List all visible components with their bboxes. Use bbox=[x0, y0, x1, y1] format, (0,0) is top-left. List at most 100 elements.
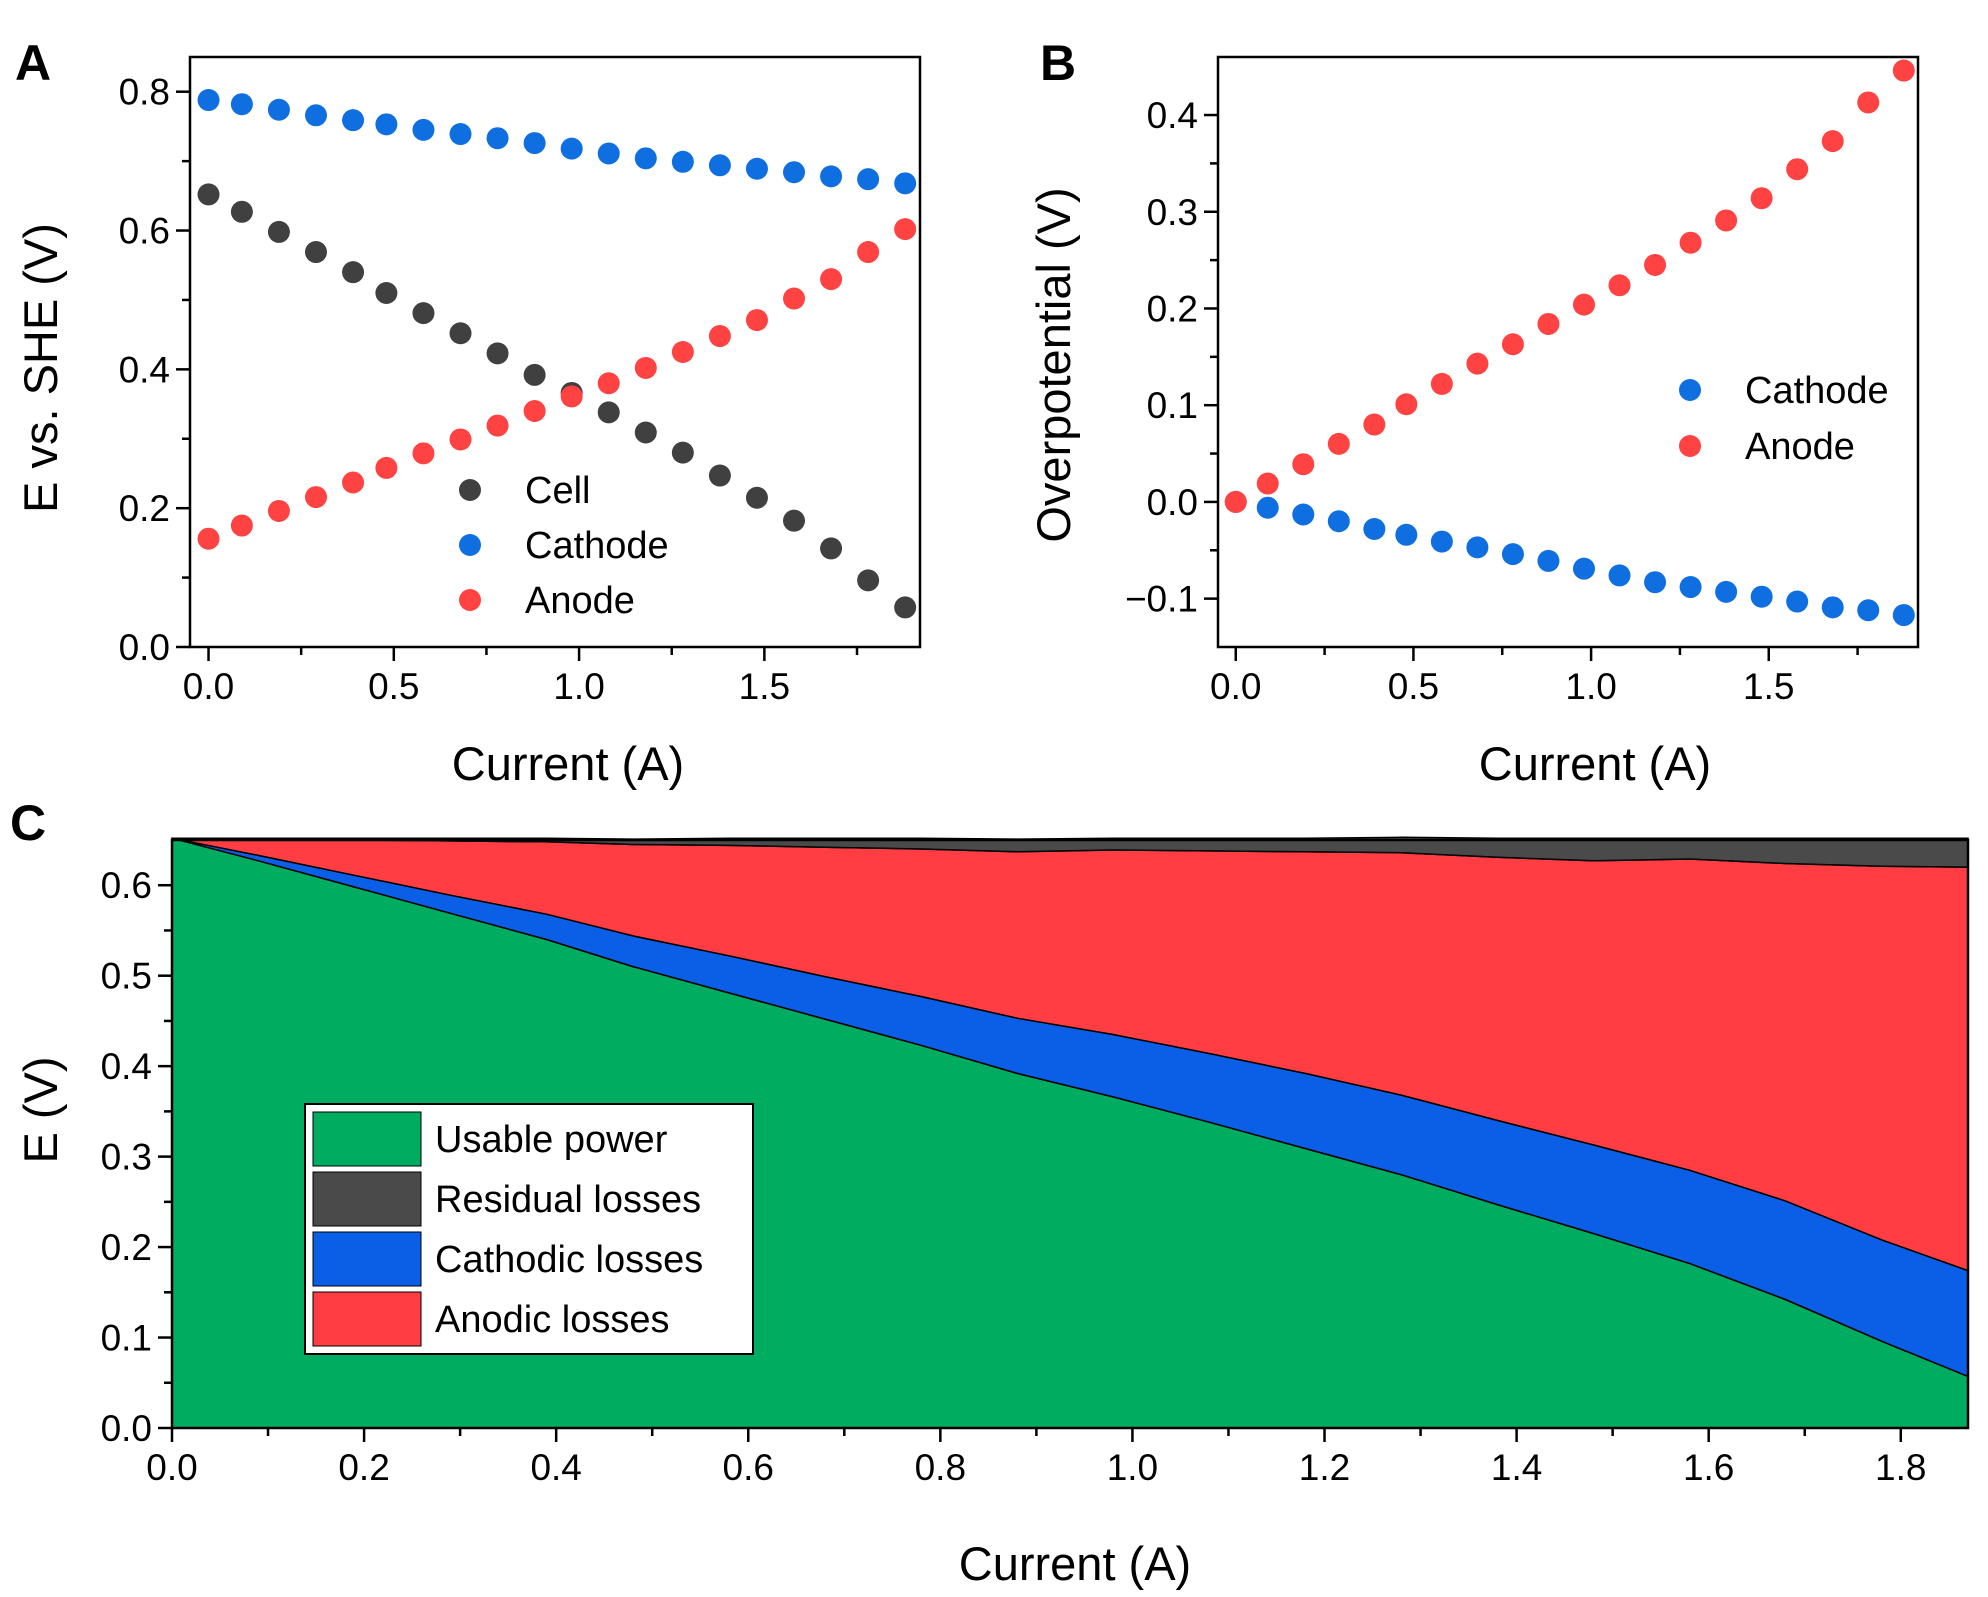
panel-a-point-cathode bbox=[197, 89, 220, 112]
panel-b-point-anode bbox=[1892, 59, 1915, 82]
panel-a-point-anode bbox=[708, 325, 731, 348]
panel-c-y-tick-label: 0.1 bbox=[101, 1318, 152, 1359]
panel-a-point-cell bbox=[708, 464, 731, 487]
panel-a-point-cathode bbox=[783, 161, 806, 184]
panel-a-point-anode bbox=[197, 527, 220, 550]
panel-a-point-cell bbox=[375, 282, 398, 304]
panel-a-point-anode bbox=[634, 356, 657, 379]
panel-a-point-anode bbox=[412, 442, 435, 465]
panel-a-point-cell bbox=[634, 421, 657, 444]
panel-b-point-anode bbox=[1857, 91, 1880, 114]
panel-b-point-cathode bbox=[1608, 564, 1631, 587]
panel-a-point-cathode bbox=[486, 127, 509, 150]
panel-b-point-anode bbox=[1395, 393, 1418, 416]
panel-c-legend-swatch bbox=[312, 1291, 422, 1347]
panel-b-x-axis-title: Current (A) bbox=[1479, 737, 1711, 790]
panel-b-point-cathode bbox=[1644, 571, 1667, 594]
panel-1-y-tick-label: 0.4 bbox=[1147, 95, 1198, 136]
panel-a-point-cathode bbox=[857, 168, 880, 191]
panel-b-point-anode bbox=[1327, 432, 1350, 455]
panel-a-point-cell bbox=[745, 486, 768, 509]
panel-b-point-anode bbox=[1466, 352, 1489, 375]
panel-a-y-axis-title: E vs. SHE (V) bbox=[14, 223, 67, 513]
panel-b-legend-marker-cathode bbox=[1679, 379, 1701, 401]
panel-c-legend-swatch bbox=[312, 1111, 422, 1167]
panel-c-x-tick-label: 0.6 bbox=[723, 1447, 774, 1488]
panel-a-point-cell bbox=[342, 261, 365, 284]
panel-a-point-cell bbox=[267, 220, 290, 243]
panel-b-point-cathode bbox=[1679, 576, 1702, 599]
panel-a-point-anode bbox=[523, 400, 546, 422]
panel-0-x-tick-label: 1.5 bbox=[739, 666, 790, 707]
panel-b-point-cathode bbox=[1327, 510, 1350, 533]
panel-1-x-tick-label: 0.5 bbox=[1388, 666, 1439, 707]
panel-a-legend-label-cell: Cell bbox=[525, 470, 590, 512]
panel-b-point-anode bbox=[1750, 187, 1773, 210]
panel-c-y-tick-label: 0.4 bbox=[101, 1046, 152, 1087]
panel-1-axis-frame bbox=[1216, 55, 1920, 649]
panel-c-x-tick-label: 1.2 bbox=[1299, 1447, 1350, 1488]
panel-b-point-anode bbox=[1363, 413, 1386, 436]
panel-a-legend-marker-anode bbox=[459, 589, 481, 611]
panel-c-legend-label: Anodic losses bbox=[435, 1299, 669, 1341]
panel-a-point-cell bbox=[820, 537, 843, 560]
panel-c-legend-label: Usable power bbox=[435, 1119, 668, 1161]
panel-c-x-tick-label: 0.4 bbox=[530, 1447, 581, 1488]
panel-b-point-cathode bbox=[1537, 549, 1560, 572]
panel-letter-b: B bbox=[1040, 35, 1076, 91]
panel-b-point-anode bbox=[1715, 209, 1738, 232]
panel-a-point-cathode bbox=[820, 165, 843, 188]
panel-a-point-cell bbox=[894, 596, 917, 619]
panel-1-y-tick-label: −0.1 bbox=[1125, 579, 1198, 620]
panel-b-point-anode bbox=[1679, 231, 1702, 254]
panel-b-point-cathode bbox=[1715, 580, 1738, 603]
panel-a-point-cathode bbox=[523, 132, 546, 155]
panel-c: C 0.0 0.2 0.4 0.6 0.8 1.0 1.2 1.4 1.6 1.80.00.10.… bbox=[10, 795, 1970, 1590]
panel-a-point-cathode bbox=[412, 118, 435, 141]
panel-a-point-cathode bbox=[267, 98, 290, 121]
panel-0-x-tick-label: 0.0 bbox=[183, 666, 234, 707]
panel-1-y-tick-label: 0.2 bbox=[1147, 288, 1198, 329]
panel-b-legend-label-cathode: Cathode bbox=[1745, 370, 1889, 412]
panel-a-point-anode bbox=[375, 456, 398, 479]
panel-c-legend-swatch bbox=[312, 1171, 422, 1227]
panel-b-point-anode bbox=[1224, 490, 1247, 513]
panel-c-x-tick-label: 0.8 bbox=[915, 1447, 966, 1488]
panel-1-x-tick-label: 1.5 bbox=[1743, 666, 1794, 707]
panel-a-point-cathode bbox=[671, 150, 694, 173]
panel-b-point-cathode bbox=[1363, 518, 1386, 540]
panel-a-plot-area: 0.0 0.5 1.0 1.5 0.0 0.2 0.4 0.6 0.8 Cell Cathode An… bbox=[119, 55, 922, 707]
panel-a-point-cathode bbox=[597, 142, 620, 165]
panel-0-x-tick-label: 0.5 bbox=[368, 666, 419, 707]
panel-b-point-cathode bbox=[1430, 530, 1453, 553]
panel-b-point-cathode bbox=[1857, 599, 1880, 622]
panel-b-point-anode bbox=[1537, 312, 1560, 335]
panel-a-point-cell bbox=[304, 241, 327, 264]
panel-a-legend-label-anode: Anode bbox=[525, 580, 635, 622]
panel-1-y-tick-label: 0.0 bbox=[1147, 482, 1198, 523]
panel-a-point-cell bbox=[597, 401, 620, 424]
panel-c-x-tick-label: 1.8 bbox=[1875, 1447, 1926, 1488]
panel-a-point-cell bbox=[197, 183, 220, 206]
panel-a-point-anode bbox=[560, 385, 583, 408]
panel-b-point-anode bbox=[1430, 372, 1453, 395]
panel-a-point-anode bbox=[597, 372, 620, 395]
panel-c-legend-label: Residual losses bbox=[435, 1179, 701, 1221]
panel-a-point-anode bbox=[449, 428, 472, 451]
panel-b-point-cathode bbox=[1501, 543, 1524, 566]
panel-0-y-tick-label: 0.8 bbox=[119, 72, 170, 113]
panel-b-point-anode bbox=[1292, 453, 1315, 476]
panel-c-y-tick-label: 0.2 bbox=[101, 1227, 152, 1268]
panel-a-point-cell bbox=[230, 200, 253, 223]
panel-a-point-cathode bbox=[375, 113, 398, 136]
panel-b-point-cathode bbox=[1466, 536, 1489, 559]
panel-a-point-anode bbox=[486, 414, 509, 437]
panel-b-y-axis-title: Overpotential (V) bbox=[1027, 187, 1080, 542]
panel-a-point-anode bbox=[894, 218, 917, 241]
panel-a-point-anode bbox=[342, 471, 365, 494]
panel-c-y-axis-title: E (V) bbox=[14, 1056, 67, 1163]
panel-b-legend-label-anode: Anode bbox=[1745, 426, 1855, 468]
panel-c-plot-area: 0.0 0.2 0.4 0.6 0.8 1.0 1.2 1.4 1.6 1.8 0.0 0.1 0.2 0… bbox=[101, 836, 1970, 1488]
panel-a-point-anode bbox=[820, 268, 843, 291]
panel-a-point-cathode bbox=[342, 109, 365, 132]
